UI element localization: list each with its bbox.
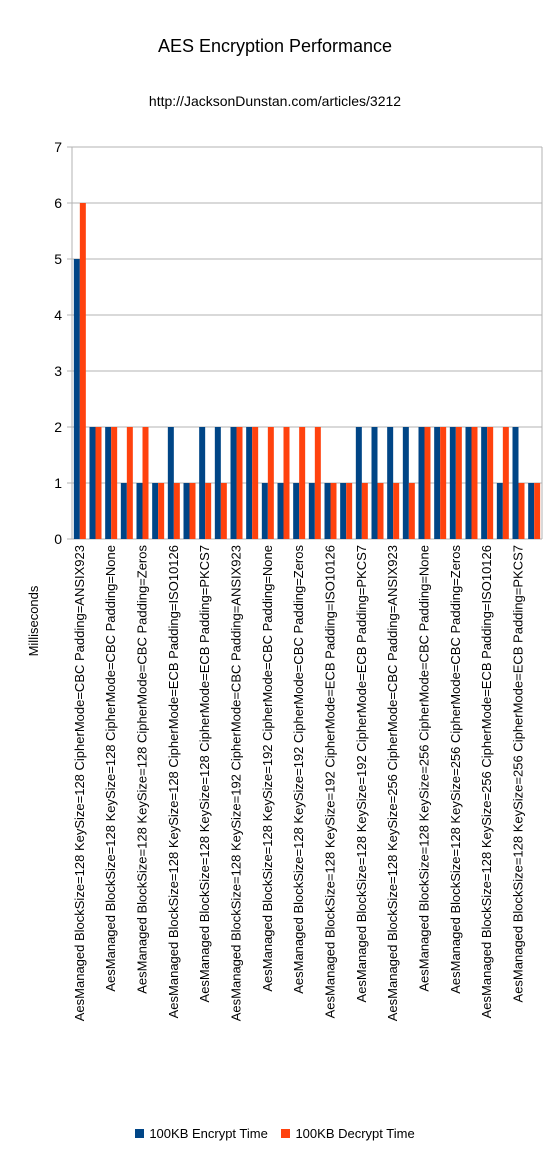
x-tick-label: AesManaged BlockSize=128 KeySize=128 Cip… (103, 545, 118, 992)
legend-label-decrypt: 100KB Decrypt Time (295, 1126, 415, 1141)
y-tick-label: 5 (54, 251, 62, 267)
bar-decrypt (220, 483, 227, 539)
bar-decrypt (393, 483, 400, 539)
bar-decrypt (173, 483, 180, 539)
bar-encrypt (355, 427, 362, 539)
x-tick-label: AesManaged BlockSize=128 KeySize=128 Cip… (197, 545, 212, 1002)
bar-decrypt (314, 427, 321, 539)
bar-encrypt (105, 427, 112, 539)
bar-encrypt (434, 427, 441, 539)
y-tick-label: 4 (54, 307, 62, 323)
bar-decrypt (346, 483, 353, 539)
bar-encrypt (324, 483, 331, 539)
bar-decrypt (487, 427, 494, 539)
x-tick-label: AesManaged BlockSize=128 KeySize=256 Cip… (511, 545, 526, 1002)
legend-item-encrypt: 100KB Encrypt Time (135, 1126, 268, 1141)
bar-encrypt (136, 483, 143, 539)
bar-decrypt (79, 203, 86, 539)
bar-decrypt (361, 483, 368, 539)
x-tick-label: AesManaged BlockSize=128 KeySize=128 Cip… (135, 545, 150, 994)
bar-decrypt (267, 427, 274, 539)
bar-decrypt (126, 427, 133, 539)
x-tick-label: AesManaged BlockSize=128 KeySize=256 Cip… (479, 545, 494, 1018)
y-tick-label: 7 (54, 139, 62, 155)
x-tick-label: AesManaged BlockSize=128 KeySize=256 Cip… (417, 545, 432, 992)
bar-encrypt (152, 483, 159, 539)
bar-decrypt (111, 427, 118, 539)
x-tick-label: AesManaged BlockSize=128 KeySize=128 Cip… (72, 545, 87, 1021)
bar-encrypt (308, 483, 315, 539)
bar-decrypt (502, 427, 509, 539)
bars (73, 203, 541, 539)
bar-decrypt (424, 427, 431, 539)
bar-encrypt (528, 483, 535, 539)
y-tick-label: 1 (54, 475, 62, 491)
x-tick-labels: AesManaged BlockSize=128 KeySize=128 Cip… (72, 545, 526, 1022)
bar-encrypt (496, 483, 503, 539)
bar-encrypt (481, 427, 488, 539)
bar-encrypt (465, 427, 472, 539)
x-tick-label: AesManaged BlockSize=128 KeySize=256 Cip… (448, 545, 463, 994)
bar-encrypt (402, 427, 409, 539)
bar-encrypt (293, 483, 300, 539)
bar-encrypt (230, 427, 237, 539)
bar-decrypt (408, 483, 415, 539)
bar-decrypt (534, 483, 541, 539)
bar-encrypt (214, 427, 221, 539)
legend: 100KB Encrypt Time 100KB Decrypt Time (0, 1126, 550, 1141)
bar-encrypt (340, 483, 347, 539)
legend-swatch-encrypt (135, 1129, 145, 1138)
bar-decrypt (299, 427, 306, 539)
bar-decrypt (252, 427, 259, 539)
bar-encrypt (449, 427, 456, 539)
y-tick-labels: 0 1 2 3 4 5 6 7 (54, 139, 62, 547)
bar-decrypt (205, 483, 212, 539)
legend-swatch-decrypt (281, 1129, 291, 1138)
legend-item-decrypt: 100KB Decrypt Time (281, 1126, 415, 1141)
chart-title: AES Encryption Performance (157, 36, 393, 56)
bar-decrypt (377, 483, 384, 539)
chart-subtitle: http://JacksonDunstan.com/articles/3212 (148, 93, 402, 109)
bar-encrypt (277, 483, 284, 539)
bar-encrypt (371, 427, 378, 539)
x-tick-label: AesManaged BlockSize=128 KeySize=192 Cip… (229, 545, 244, 1021)
bar-encrypt (199, 427, 206, 539)
bar-decrypt (283, 427, 290, 539)
x-tick-label: AesManaged BlockSize=128 KeySize=192 Cip… (291, 545, 306, 994)
y-tick-label: 0 (54, 531, 62, 547)
bar-decrypt (330, 483, 337, 539)
x-tick-label: AesManaged BlockSize=128 KeySize=192 Cip… (323, 545, 338, 1018)
legend-label-encrypt: 100KB Encrypt Time (149, 1126, 268, 1141)
bar-encrypt (418, 427, 425, 539)
y-tick-label: 3 (54, 363, 62, 379)
axes (67, 146, 543, 540)
bar-encrypt (167, 427, 174, 539)
bar-decrypt (471, 427, 478, 539)
x-tick-label: AesManaged BlockSize=128 KeySize=256 Cip… (385, 545, 400, 1021)
x-tick-label: AesManaged BlockSize=128 KeySize=128 Cip… (166, 545, 181, 1018)
bar-decrypt (158, 483, 165, 539)
bar-encrypt (183, 483, 190, 539)
bar-encrypt (89, 427, 96, 539)
y-tick-label: 6 (54, 195, 62, 211)
bar-decrypt (142, 427, 149, 539)
bar-encrypt (387, 427, 394, 539)
bar-decrypt (440, 427, 447, 539)
bar-encrypt (120, 483, 127, 539)
x-tick-label: AesManaged BlockSize=128 KeySize=192 Cip… (260, 545, 275, 992)
y-tick-label: 2 (54, 419, 62, 435)
bar-encrypt (512, 427, 519, 539)
bar-encrypt (73, 259, 80, 539)
bar-decrypt (236, 427, 243, 539)
y-axis-title: Milliseconds (26, 585, 41, 656)
bar-decrypt (518, 483, 525, 539)
bar-encrypt (261, 483, 268, 539)
bar-decrypt (189, 483, 196, 539)
bar-encrypt (246, 427, 253, 539)
gridlines (72, 146, 542, 540)
bar-decrypt (95, 427, 102, 539)
bar-decrypt (455, 427, 462, 539)
x-tick-label: AesManaged BlockSize=128 KeySize=192 Cip… (354, 545, 369, 1002)
